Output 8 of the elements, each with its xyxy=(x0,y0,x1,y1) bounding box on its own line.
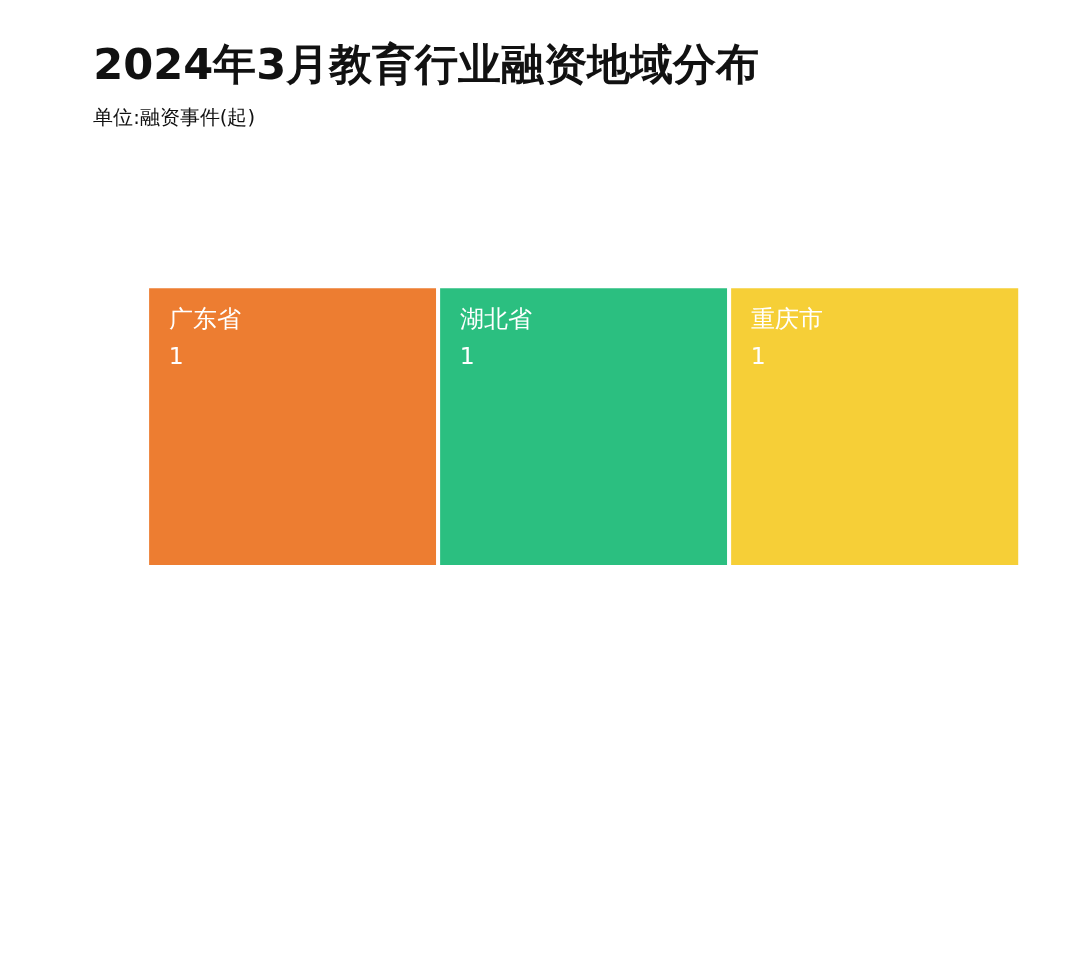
text: 单位:融资事件(起) xyxy=(93,105,256,129)
text: 2024年3月教育行业融资地域分布 xyxy=(93,39,760,90)
data-label: 1 xyxy=(459,341,475,370)
data-label: 1 xyxy=(168,341,184,370)
category-label: 重庆市 xyxy=(750,304,823,333)
category-label: 广东省 xyxy=(168,304,241,333)
data-label: 1 xyxy=(750,341,766,370)
category-label: 湖北省 xyxy=(459,304,532,333)
